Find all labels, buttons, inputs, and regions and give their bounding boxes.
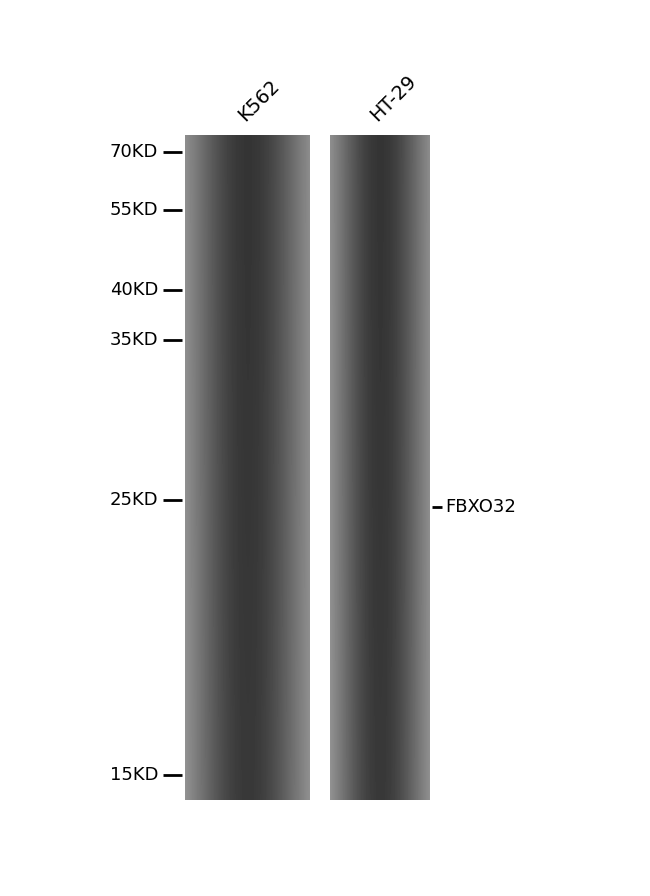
Text: 40KD: 40KD [110,281,158,299]
Text: K562: K562 [235,76,283,125]
Text: 15KD: 15KD [109,766,158,784]
Text: 55KD: 55KD [109,201,158,219]
Text: 70KD: 70KD [110,143,158,161]
Text: 35KD: 35KD [109,331,158,349]
Text: 25KD: 25KD [109,491,158,509]
Text: HT-29: HT-29 [367,72,420,125]
Text: FBXO32: FBXO32 [445,498,516,516]
